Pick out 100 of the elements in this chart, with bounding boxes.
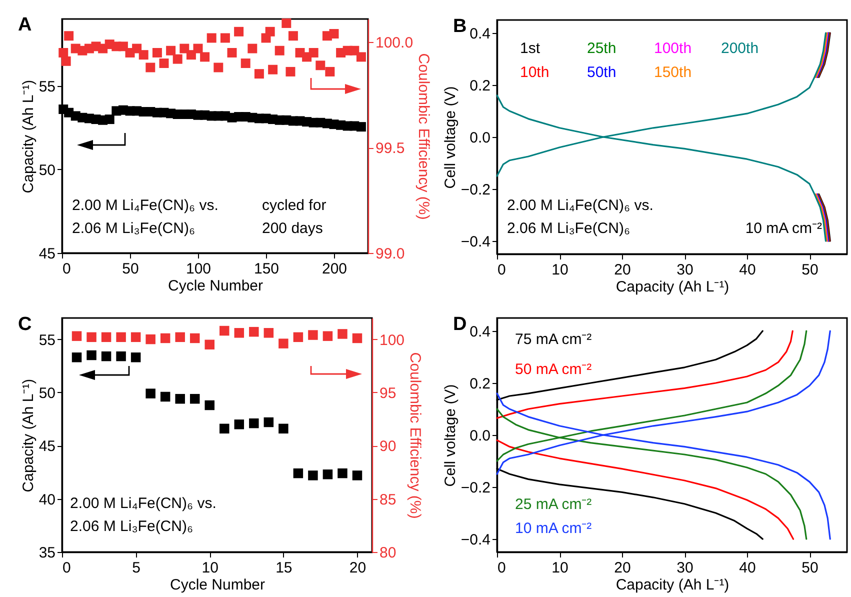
point [186, 50, 196, 60]
y-tick-label: −0.4 [460, 234, 490, 250]
point [234, 419, 244, 430]
point [240, 58, 250, 68]
x-tick-label: 10 [552, 560, 568, 576]
point [101, 351, 112, 362]
point [293, 332, 304, 342]
x-tick-label: 30 [676, 262, 694, 278]
text: 25 mA cm⁻² [515, 496, 592, 513]
x-tick-label: 0 [498, 262, 506, 278]
y-tick-label: 55 [38, 332, 56, 349]
point [234, 26, 244, 36]
point [172, 54, 182, 64]
point [352, 470, 362, 480]
x-tick-label: 15 [276, 560, 292, 576]
x-tick-label: 0 [62, 560, 71, 576]
point [159, 58, 169, 68]
annotation: 10 mA cm⁻² [745, 220, 822, 237]
point [204, 400, 214, 410]
x-tick-label: 20 [614, 560, 631, 576]
point [204, 340, 214, 350]
point [118, 42, 128, 52]
point [249, 326, 259, 337]
y2-axis-title: Coulombic Efficiency (%) [406, 352, 424, 519]
y-tick-label: −0.2 [460, 182, 490, 198]
x-axis-title: Capacity (Ah L⁻¹) [616, 278, 730, 296]
x-axis-title: Capacity (Ah L⁻¹) [616, 576, 730, 594]
point [288, 31, 298, 41]
text: 100th [654, 40, 692, 57]
x-tick-label: 200 [322, 260, 348, 278]
point [175, 332, 185, 342]
point [61, 56, 71, 66]
point [329, 29, 339, 38]
x-tick-label: 10 [202, 560, 218, 576]
point [146, 334, 156, 344]
point [64, 31, 74, 41]
y2-tick-label: 95 [380, 384, 396, 402]
point [308, 470, 318, 480]
y-tick-label: −0.2 [460, 480, 490, 496]
point [356, 52, 366, 62]
y-tick-label: 45 [38, 438, 56, 456]
y2-tick-label: 100.0 [376, 34, 414, 52]
y-tick-label: 0.2 [470, 78, 490, 94]
point [190, 394, 200, 404]
point [264, 417, 274, 428]
point [130, 332, 141, 342]
y-tick-label: 0.4 [470, 324, 490, 340]
point [72, 331, 82, 341]
annotation: cycled for [262, 197, 326, 214]
chart-title: D [453, 314, 467, 335]
y2-tick-label: 80 [380, 544, 396, 562]
point [160, 333, 170, 344]
point [166, 46, 176, 56]
point [214, 62, 224, 72]
x-tick-label: 40 [739, 560, 756, 576]
point [220, 326, 230, 336]
point [278, 338, 288, 348]
series-label: 50 mA cm⁻² [515, 361, 592, 378]
y2-tick-label: 99.5 [376, 140, 405, 158]
point [72, 352, 82, 362]
y-tick-label: −0.4 [460, 532, 490, 548]
point [249, 418, 259, 428]
x-axis-title: Cycle Number [170, 576, 266, 594]
y-axis-title: Capacity (Ah L⁻¹) [20, 378, 37, 492]
point [190, 333, 200, 344]
point [138, 50, 148, 60]
point [152, 48, 162, 58]
x-tick-label: 50 [802, 560, 818, 576]
point [274, 46, 284, 56]
point [234, 328, 244, 338]
y2-tick-label: 100 [380, 332, 405, 349]
point [265, 26, 275, 36]
point [282, 18, 292, 28]
annotation: 200 days [262, 220, 323, 237]
point [338, 329, 348, 339]
x-tick-label: 50 [802, 262, 818, 278]
point [293, 468, 304, 478]
point [352, 333, 362, 344]
y-tick-label: 35 [38, 544, 56, 562]
point [308, 330, 318, 340]
point [268, 64, 278, 74]
point [248, 44, 258, 54]
point [206, 33, 216, 43]
point [322, 331, 333, 341]
chart-title: B [453, 16, 467, 37]
point [254, 69, 264, 79]
point [325, 66, 335, 76]
y-tick-label: 0.0 [470, 428, 490, 444]
chart-title: A [18, 14, 32, 36]
point [338, 468, 348, 478]
point [104, 114, 114, 124]
point [193, 44, 203, 54]
y-tick-label: 50 [38, 162, 56, 179]
text: 10th [520, 64, 550, 81]
x-tick-label: 0 [62, 260, 71, 278]
point [146, 62, 156, 72]
point [227, 48, 237, 58]
y-tick-label: 55 [38, 78, 56, 96]
point [278, 424, 288, 434]
point [180, 44, 190, 54]
